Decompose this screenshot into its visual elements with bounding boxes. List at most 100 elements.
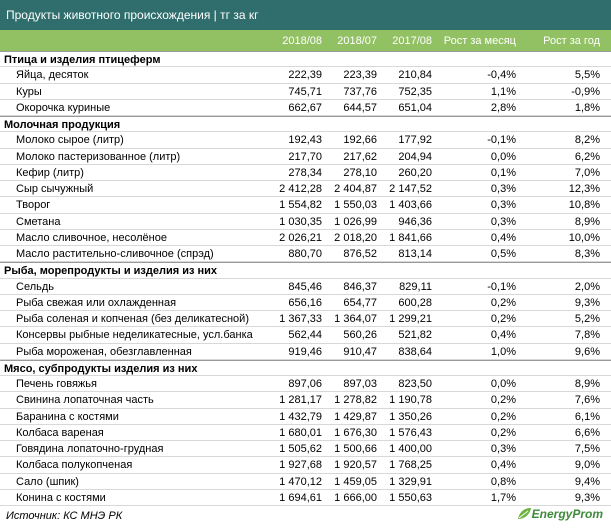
cell: -0,4% <box>487 69 516 82</box>
table-row: Баранина с костями 1 432,79 1 429,87 1 350,… <box>0 409 611 425</box>
cell: 5,2% <box>574 313 600 325</box>
cell: 8,9% <box>574 215 600 228</box>
cell: 1 470,12 <box>279 475 322 488</box>
cell: 1 768,25 <box>389 459 432 472</box>
cell: 7,0% <box>574 166 600 179</box>
row-label: Печень говяжья <box>16 378 97 390</box>
cell: 0,2% <box>490 296 516 309</box>
table-row: Свинина лопаточная часть 1 281,17 1 278,82… <box>0 392 611 409</box>
cell: 278,34 <box>288 166 322 179</box>
cell: 1 500,66 <box>334 443 377 455</box>
cell: 192,66 <box>343 134 377 147</box>
cell: 897,06 <box>288 378 322 390</box>
row-label: Куры <box>16 85 42 98</box>
table-row: Молоко пастеризованное (литр) 217,70 217,6… <box>0 149 611 165</box>
cell: 9,0% <box>574 459 600 472</box>
cell: 8,2% <box>574 134 600 147</box>
row-label: Масло растительно-сливочное (спрэд) <box>16 248 214 260</box>
cell: 9,3% <box>574 296 600 309</box>
cell: 217,70 <box>288 150 322 163</box>
cell: 1,8% <box>574 101 600 114</box>
cell: 1 576,43 <box>389 426 432 439</box>
cell: 656,16 <box>288 296 322 309</box>
cell: 6,1% <box>574 410 600 423</box>
table-row: Сельдь 845,46 846,37 829,11 -0,1% 2,0% <box>0 279 611 295</box>
table-row: Консервы рыбные неделикатесные, усл.банк… <box>0 327 611 344</box>
cell: 654,77 <box>343 296 377 309</box>
cell: -0,1% <box>487 134 516 147</box>
cell: 7,6% <box>574 394 600 407</box>
row-label: Баранина с костями <box>16 410 119 423</box>
cell: 0,4% <box>490 231 516 244</box>
cell: 946,36 <box>398 215 432 228</box>
cell: 876,52 <box>343 248 377 260</box>
table-row: Колбаса полукопченая 1 927,68 1 920,57 1 76… <box>0 457 611 474</box>
cell: 1 459,05 <box>334 475 377 488</box>
cell: 6,2% <box>574 150 600 163</box>
row-label: Рыба мороженая, обезглавленная <box>16 345 192 358</box>
cell: 1,7% <box>490 491 516 504</box>
cell: 1 694,61 <box>279 491 322 504</box>
cell: 600,28 <box>398 296 432 309</box>
cell: 829,11 <box>399 280 432 293</box>
table-row: Колбаса вареная 1 680,01 1 676,30 1 576,43 0… <box>0 425 611 441</box>
cell: 1 550,63 <box>389 491 432 504</box>
cell: 662,67 <box>288 101 322 114</box>
cell: 1 841,66 <box>389 231 432 244</box>
cell: 1,1% <box>490 85 516 98</box>
cell: 1 680,01 <box>279 426 322 439</box>
column-header: 2018/07 <box>337 35 377 47</box>
row-label: Кефир (литр) <box>16 166 84 179</box>
table-row: Сметана 1 030,35 1 026,99 946,36 0,3% 8,9% <box>0 214 611 230</box>
cell: 177,92 <box>398 134 432 147</box>
cell: 1 278,82 <box>334 394 377 407</box>
cell: 8,3% <box>574 248 600 260</box>
cell: 846,37 <box>343 280 377 293</box>
row-label: Сало (шпик) <box>16 475 79 488</box>
cell: 210,84 <box>398 69 432 82</box>
cell: 1 364,07 <box>334 313 377 325</box>
table-row: Печень говяжья 897,06 897,03 823,50 0,0% 8,9% <box>0 376 611 393</box>
table-row: Сало (шпик) 1 470,12 1 459,05 1 329,91 0,8% 9… <box>0 474 611 490</box>
logo-icon <box>517 508 531 519</box>
cell: 1 329,91 <box>389 475 432 488</box>
cell: 260,20 <box>398 166 432 179</box>
row-label: Колбаса вареная <box>16 426 104 439</box>
cell: 562,44 <box>288 329 322 342</box>
logo: EnergyProm <box>516 507 603 521</box>
table-row: Творог 1 554,82 1 550,03 1 403,66 0,3% 10,8% <box>0 197 611 214</box>
cell: 0,0% <box>490 150 516 163</box>
cell: 9,3% <box>574 491 600 504</box>
row-label: Колбаса полукопченая <box>16 459 133 472</box>
row-label: Рыба соленая и копченая (без деликатесно… <box>16 313 249 325</box>
cell: 7,5% <box>574 443 600 455</box>
cell: 12,3% <box>568 183 600 195</box>
cell: 204,94 <box>398 150 432 163</box>
cell: 1 299,21 <box>389 313 432 325</box>
cell: 560,26 <box>343 329 377 342</box>
cell: 0,0% <box>490 378 516 390</box>
table-row: Сыр сычужный 2 412,28 2 404,87 2 147,52 0,3%… <box>0 181 611 198</box>
cell: 1 026,99 <box>334 215 377 228</box>
row-label: Сыр сычужный <box>16 183 94 195</box>
header-row: 2018/08 2018/07 2017/08 Рост за месяц Рост з… <box>0 30 611 51</box>
cell: 222,39 <box>288 69 322 82</box>
logo-text: EnergyProm <box>531 507 603 521</box>
title-bar: Продукты животного происхождения | тг за… <box>0 0 611 30</box>
row-label: Творог <box>16 199 51 212</box>
column-header: Рост за год <box>543 35 600 47</box>
cell: 880,70 <box>288 248 322 260</box>
section-row: Мясо, субпродукты изделия из них <box>0 359 611 376</box>
cell: 0,5% <box>490 248 516 260</box>
cell: 2,0% <box>574 280 600 293</box>
section-name: Птица и изделия птицеферм <box>4 54 161 66</box>
cell: 651,04 <box>398 101 432 114</box>
cell: 0,2% <box>490 313 516 325</box>
cell: 2 026,21 <box>279 231 322 244</box>
cell: 2 404,87 <box>334 183 377 195</box>
section-name: Рыба, морепродукты и изделия из них <box>4 265 218 278</box>
row-label: Свинина лопаточная часть <box>16 394 154 407</box>
table-row: Окорочка куриные 662,67 644,57 651,04 2,8% 1,… <box>0 100 611 116</box>
cell: 2 147,52 <box>389 183 432 195</box>
